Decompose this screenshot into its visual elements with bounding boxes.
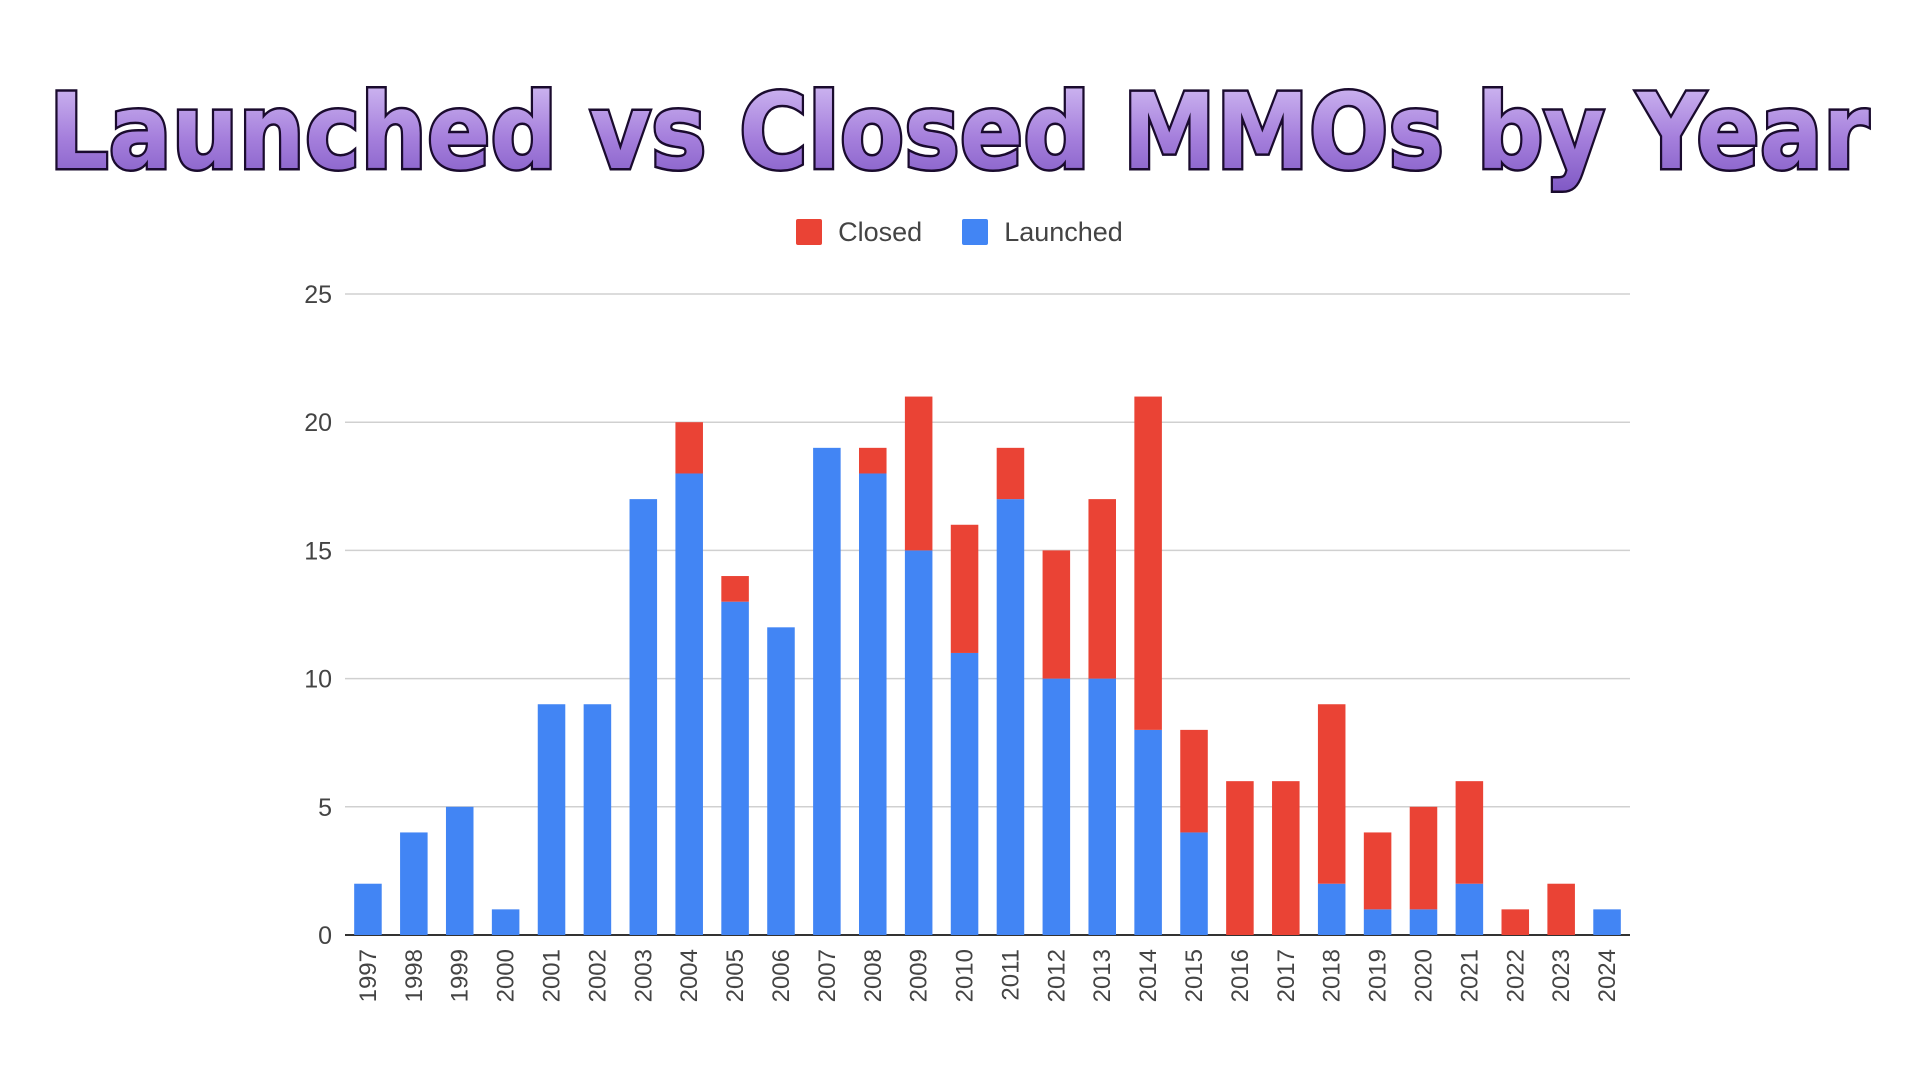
y-tick-label: 25 bbox=[304, 281, 332, 309]
bar-launched bbox=[950, 652, 979, 935]
x-tick-label: 2014 bbox=[1135, 949, 1162, 1002]
bar-closed bbox=[1317, 704, 1346, 884]
bar-launched bbox=[1593, 909, 1621, 935]
x-tick-label: 2022 bbox=[1502, 949, 1529, 1002]
x-tick-label: 2001 bbox=[539, 949, 566, 1002]
bar-launched bbox=[445, 806, 474, 935]
chart-title: Launched vs Closed MMOs by Year bbox=[49, 71, 1869, 193]
legend-swatch-launched bbox=[962, 219, 989, 245]
bar-launched bbox=[1180, 832, 1208, 935]
bar-launched bbox=[1088, 678, 1116, 935]
bar-closed bbox=[1547, 883, 1575, 935]
x-tick-label: 2007 bbox=[814, 949, 841, 1002]
x-tick-label: 2004 bbox=[676, 949, 703, 1002]
bar-closed bbox=[904, 396, 933, 551]
y-tick-label: 15 bbox=[304, 537, 332, 565]
bar-closed bbox=[1409, 806, 1438, 910]
x-tick-label: 2010 bbox=[952, 949, 979, 1002]
bar-launched bbox=[859, 473, 887, 935]
bar-launched bbox=[400, 832, 428, 935]
x-tick-label: 2005 bbox=[722, 949, 749, 1002]
bar-closed bbox=[721, 576, 749, 602]
bar-closed bbox=[996, 447, 1025, 500]
x-tick-label: 2017 bbox=[1273, 949, 1300, 1002]
x-tick-label: 2024 bbox=[1594, 949, 1621, 1002]
chart-title-banner: Launched vs Closed MMOs by Year bbox=[0, 50, 1919, 210]
bar-closed bbox=[1272, 781, 1300, 935]
bar-closed bbox=[1501, 909, 1530, 935]
bar-launched bbox=[904, 550, 933, 935]
bar-launched bbox=[1042, 678, 1071, 935]
bar-launched bbox=[1409, 909, 1438, 935]
bar-closed bbox=[859, 447, 887, 474]
bar-launched bbox=[767, 627, 795, 935]
bar-launched bbox=[1455, 883, 1484, 935]
x-tick-label: 2009 bbox=[906, 949, 933, 1002]
x-tick-label: 1997 bbox=[355, 949, 382, 1002]
x-tick-label: 2002 bbox=[584, 949, 611, 1002]
bar-closed bbox=[1363, 832, 1392, 910]
x-tick-label: 2006 bbox=[768, 949, 795, 1002]
legend-label-launched: Launched bbox=[1004, 216, 1123, 247]
y-tick-label: 20 bbox=[304, 409, 332, 437]
bar-closed bbox=[1226, 781, 1254, 935]
y-tick-label: 5 bbox=[318, 794, 332, 822]
x-tick-label: 2013 bbox=[1089, 949, 1116, 1002]
y-tick-label: 10 bbox=[304, 666, 332, 694]
bar-launched bbox=[675, 473, 703, 935]
bar-launched bbox=[629, 499, 658, 935]
chart-legend: Closed Launched bbox=[0, 212, 1919, 252]
bar-closed bbox=[1088, 499, 1116, 679]
bar-launched bbox=[1317, 883, 1346, 935]
bar-closed bbox=[1180, 729, 1208, 833]
x-tick-label: 2023 bbox=[1548, 949, 1575, 1002]
x-tick-label: 2003 bbox=[630, 949, 657, 1002]
x-tick-label: 2019 bbox=[1365, 949, 1392, 1002]
x-tick-label: 2015 bbox=[1181, 949, 1208, 1002]
x-tick-label: 2012 bbox=[1043, 949, 1070, 1002]
bar-launched bbox=[583, 704, 612, 935]
bar-launched bbox=[354, 883, 382, 935]
x-tick-label: 2011 bbox=[997, 949, 1024, 1001]
bar-closed bbox=[950, 524, 979, 653]
y-tick-label: 0 bbox=[318, 922, 332, 950]
x-tick-label: 1999 bbox=[447, 949, 474, 1002]
legend-label-closed: Closed bbox=[838, 216, 923, 247]
bar-closed bbox=[1042, 550, 1071, 679]
x-tick-label: 2020 bbox=[1410, 949, 1437, 1002]
bar-launched bbox=[813, 447, 841, 935]
x-tick-label: 2000 bbox=[493, 949, 520, 1002]
bar-closed bbox=[1134, 396, 1162, 730]
x-tick-label: 2021 bbox=[1456, 949, 1483, 1002]
bar-launched bbox=[537, 704, 566, 935]
x-tick-label: 1998 bbox=[401, 949, 428, 1002]
legend-item-closed: Closed bbox=[796, 217, 922, 248]
legend-swatch-closed bbox=[796, 219, 823, 245]
x-tick-label: 2008 bbox=[860, 949, 887, 1002]
legend-item-launched: Launched bbox=[962, 217, 1123, 248]
x-tick-label: 2018 bbox=[1319, 949, 1346, 1002]
bar-launched bbox=[721, 601, 749, 935]
bar-launched bbox=[1363, 909, 1392, 935]
x-tick-label: 2016 bbox=[1227, 949, 1254, 1002]
bar-launched bbox=[1134, 729, 1162, 935]
bar-closed bbox=[1455, 781, 1484, 884]
bar-closed bbox=[675, 422, 703, 474]
bar-launched bbox=[996, 499, 1025, 935]
bar-launched bbox=[491, 909, 520, 935]
